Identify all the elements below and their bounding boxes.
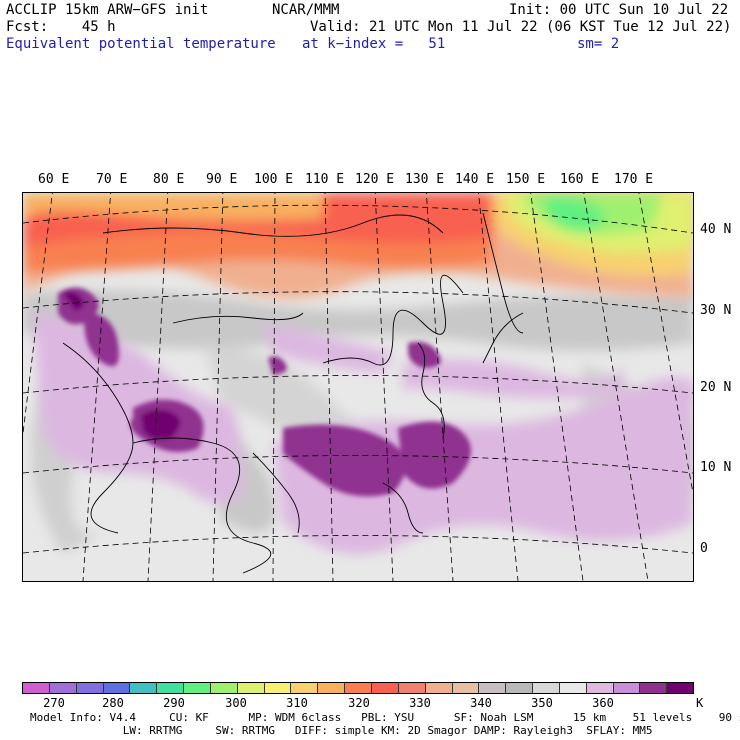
colorbar-swatch [23,683,50,693]
lon-label: 160 E [560,172,600,187]
colorbar-swatch [318,683,346,693]
colorbar-swatch [237,683,265,693]
colorbar-swatch [425,683,453,693]
lon-label: 100 E [254,172,294,187]
forecast-hour: Fcst: 45 h [6,19,116,35]
lat-label: 40 N [700,222,732,237]
colorbar-tick-label: 310 [286,696,308,710]
colorbar-swatch [210,683,238,693]
lon-label: 140 E [455,172,495,187]
colorbar-swatch [452,683,480,693]
colorbar-tick-label: 330 [409,696,431,710]
colorbar-swatch [586,683,614,693]
colorbar-swatch [398,683,426,693]
colorbar-swatch [371,683,399,693]
colorbar-tick-label: 290 [163,696,185,710]
coastlines [62,212,524,574]
colorbar-swatch [506,683,534,693]
colorbar-swatch [640,683,668,693]
colorbar-swatch [479,683,507,693]
institution-label: NCAR/MMM [272,2,340,18]
colorbar-swatch [103,683,131,693]
lon-label: 170 E [614,172,654,187]
colorbar-tick-label: 360 [592,696,614,710]
cool-airmass [503,193,693,253]
colorbar-tick-label: 280 [102,696,124,710]
lat-label: 10 N [700,460,732,475]
colorbar-swatch [559,683,587,693]
lon-label: 60 E [38,172,70,187]
colorbar-swatch [291,683,319,693]
colorbar-tick-label: 320 [348,696,370,710]
colorbar-tick-label: 270 [43,696,65,710]
colorbar-tick-label: 340 [470,696,492,710]
smoothing-label: sm= 2 [577,36,620,52]
colorbar-swatch [613,683,641,693]
lon-label: 80 E [153,172,185,187]
colorbar-tick-label: 300 [225,696,247,710]
lon-label: 130 E [405,172,445,187]
colorbar-swatch [533,683,560,693]
model-title: ACCLIP 15km ARW−GFS init [6,2,209,18]
lon-label: 110 E [305,172,345,187]
graticule [23,193,693,581]
colorbar-swatch [157,683,185,693]
colorbar-unit: K [696,696,704,710]
lat-label: 0 [700,541,708,556]
colorbar-swatch [184,683,211,693]
map-canvas [23,193,693,581]
lon-label: 150 E [506,172,546,187]
colorbar-swatch [49,683,77,693]
lat-label: 30 N [700,303,732,318]
colorbar-swatch [76,683,104,693]
model-info-line2: LW: RRTMG SW: RRTMG DIFF: simple KM: 2D … [30,724,653,737]
model-info-line1: Model Info: V4.4 CU: KF MP: WDM 6class P… [30,711,740,724]
field-name: Equivalent potential temperature [6,36,276,52]
theta-e-map [22,192,694,582]
lon-label: 120 E [355,172,395,187]
colorbar [22,682,694,694]
colorbar-swatch [667,683,694,693]
lat-label: 20 N [700,380,732,395]
lon-label: 70 E [96,172,128,187]
colorbar-swatch [345,683,372,693]
lon-label: 90 E [206,172,238,187]
level-label: at k−index = 51 [302,36,446,52]
valid-time: Valid: 21 UTC Mon 11 Jul 22 (06 KST Tue … [310,19,732,35]
colorbar-swatch [130,683,158,693]
init-time: Init: 00 UTC Sun 10 Jul 22 [509,2,729,18]
colorbar-tick-label: 350 [531,696,553,710]
colorbar-swatch [264,683,292,693]
